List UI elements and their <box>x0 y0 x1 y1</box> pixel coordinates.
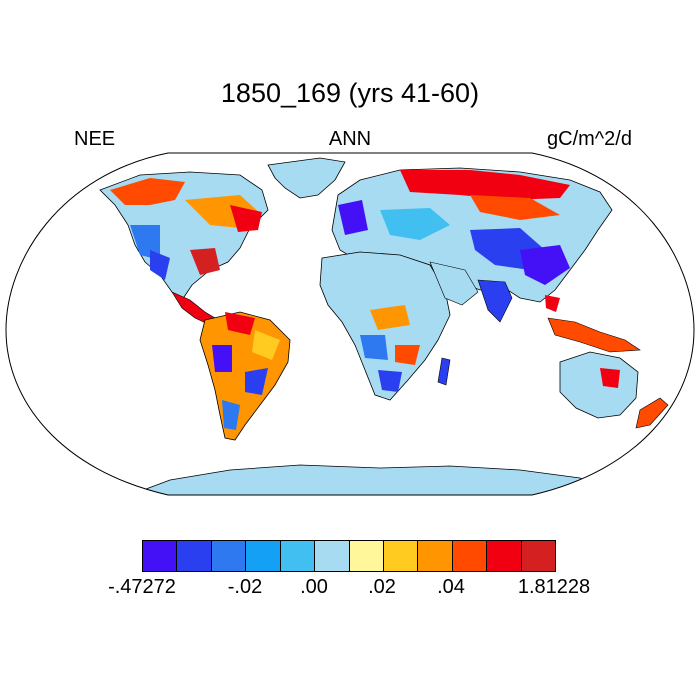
units-label: gC/m^2/d <box>547 128 632 150</box>
colorbar-swatch <box>487 541 522 571</box>
colorbar-swatch <box>143 541 178 571</box>
colorbar-swatch <box>280 541 316 571</box>
madagascar-land <box>437 357 451 386</box>
colorbar-swatch <box>177 541 212 571</box>
antarctica-land <box>129 464 616 495</box>
map-title: 1850_169 (yrs 41-60) <box>220 78 480 108</box>
colorbar-tick-label: .02 <box>368 576 396 598</box>
globe-outline <box>5 152 695 496</box>
colorbar-tick-label: -.47272 <box>108 576 176 598</box>
season-label: ANN <box>328 128 372 150</box>
colorbar-swatch <box>521 541 556 571</box>
variable-label: NEE <box>74 128 116 150</box>
new-zealand-land <box>635 397 669 429</box>
australia-land <box>559 351 639 419</box>
greenland-land <box>267 157 346 199</box>
colorbar-swatch <box>418 541 453 571</box>
colorbar-tick-label: .04 <box>437 576 465 598</box>
colorbar-swatch <box>246 541 281 571</box>
nee-field-patches <box>110 170 620 430</box>
colorbar-tick-label: -.02 <box>227 576 263 598</box>
colorbar-swatch <box>315 541 350 571</box>
colorbar-tick-label: .00 <box>300 576 328 598</box>
colorbar <box>142 540 556 572</box>
colorbar-swatch <box>452 541 488 571</box>
indonesia-land <box>547 317 641 353</box>
arabia-land <box>429 261 479 306</box>
colorbar-swatch <box>349 541 384 571</box>
india-land <box>477 279 513 323</box>
colorbar-swatch <box>211 541 247 571</box>
colorbar-swatch <box>383 541 419 571</box>
colorbar-tick-label: 1.81228 <box>517 576 591 598</box>
